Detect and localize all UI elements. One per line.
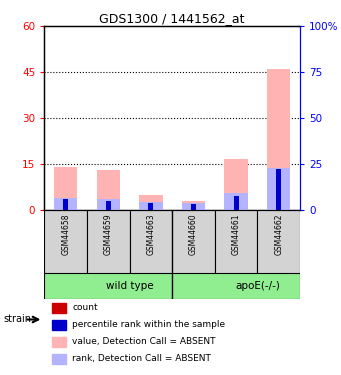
Title: GDS1300 / 1441562_at: GDS1300 / 1441562_at: [100, 12, 245, 25]
Bar: [106, 201, 111, 210]
Bar: [139, 195, 163, 210]
Bar: [182, 201, 205, 210]
Text: GSM44661: GSM44661: [232, 213, 241, 255]
Text: wild type: wild type: [106, 281, 153, 291]
Text: GSM44660: GSM44660: [189, 213, 198, 255]
Bar: [148, 209, 153, 210]
Bar: [52, 354, 66, 364]
Bar: [267, 168, 291, 210]
Bar: [182, 202, 205, 210]
Text: rank, Detection Call = ABSENT: rank, Detection Call = ABSENT: [73, 354, 211, 363]
Text: apoE(-/-): apoE(-/-): [235, 281, 280, 291]
Bar: [130, 210, 172, 273]
Bar: [234, 196, 239, 210]
Bar: [44, 273, 172, 299]
Bar: [63, 199, 68, 210]
Bar: [257, 210, 300, 273]
Bar: [54, 198, 77, 210]
Text: GSM44659: GSM44659: [104, 213, 113, 255]
Bar: [191, 209, 196, 210]
Bar: [52, 303, 66, 312]
Bar: [234, 209, 239, 210]
Bar: [52, 320, 66, 330]
Bar: [87, 210, 130, 273]
Bar: [54, 167, 77, 210]
Bar: [215, 210, 257, 273]
Bar: [172, 210, 215, 273]
Bar: [224, 159, 248, 210]
Text: GSM44658: GSM44658: [61, 213, 70, 255]
Bar: [106, 209, 111, 210]
Bar: [191, 204, 196, 210]
Bar: [276, 209, 281, 210]
Bar: [172, 273, 300, 299]
Bar: [44, 210, 87, 273]
Text: strain: strain: [3, 315, 31, 324]
Bar: [148, 202, 153, 210]
Text: GSM44663: GSM44663: [146, 213, 155, 255]
Bar: [63, 209, 68, 210]
Bar: [97, 170, 120, 210]
Text: count: count: [73, 303, 98, 312]
Bar: [224, 194, 248, 210]
Bar: [139, 202, 163, 210]
Text: GSM44662: GSM44662: [274, 213, 283, 255]
Text: percentile rank within the sample: percentile rank within the sample: [73, 320, 226, 329]
Bar: [52, 337, 66, 346]
Bar: [97, 200, 120, 210]
Bar: [267, 69, 291, 210]
Text: value, Detection Call = ABSENT: value, Detection Call = ABSENT: [73, 338, 216, 346]
Bar: [276, 169, 281, 210]
